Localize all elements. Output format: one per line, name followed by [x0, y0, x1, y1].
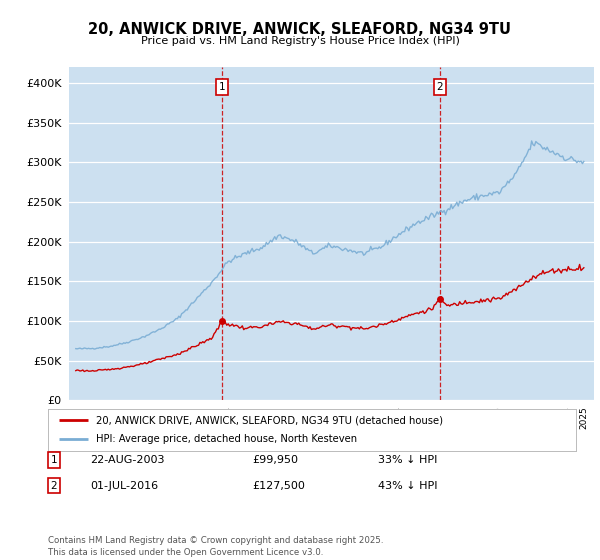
Text: Contains HM Land Registry data © Crown copyright and database right 2025.
This d: Contains HM Land Registry data © Crown c… — [48, 536, 383, 557]
Text: 33% ↓ HPI: 33% ↓ HPI — [378, 455, 437, 465]
Text: 43% ↓ HPI: 43% ↓ HPI — [378, 480, 437, 491]
Text: 2: 2 — [50, 480, 58, 491]
Text: 1: 1 — [219, 82, 226, 92]
Text: 20, ANWICK DRIVE, ANWICK, SLEAFORD, NG34 9TU (detached house): 20, ANWICK DRIVE, ANWICK, SLEAFORD, NG34… — [95, 415, 443, 425]
Text: £99,950: £99,950 — [252, 455, 298, 465]
Text: 1: 1 — [50, 455, 58, 465]
Text: 20, ANWICK DRIVE, ANWICK, SLEAFORD, NG34 9TU: 20, ANWICK DRIVE, ANWICK, SLEAFORD, NG34… — [89, 22, 511, 38]
Text: 01-JUL-2016: 01-JUL-2016 — [90, 480, 158, 491]
Text: 2: 2 — [437, 82, 443, 92]
Text: 22-AUG-2003: 22-AUG-2003 — [90, 455, 164, 465]
Text: Price paid vs. HM Land Registry's House Price Index (HPI): Price paid vs. HM Land Registry's House … — [140, 36, 460, 46]
Text: £127,500: £127,500 — [252, 480, 305, 491]
Text: HPI: Average price, detached house, North Kesteven: HPI: Average price, detached house, Nort… — [95, 435, 356, 445]
